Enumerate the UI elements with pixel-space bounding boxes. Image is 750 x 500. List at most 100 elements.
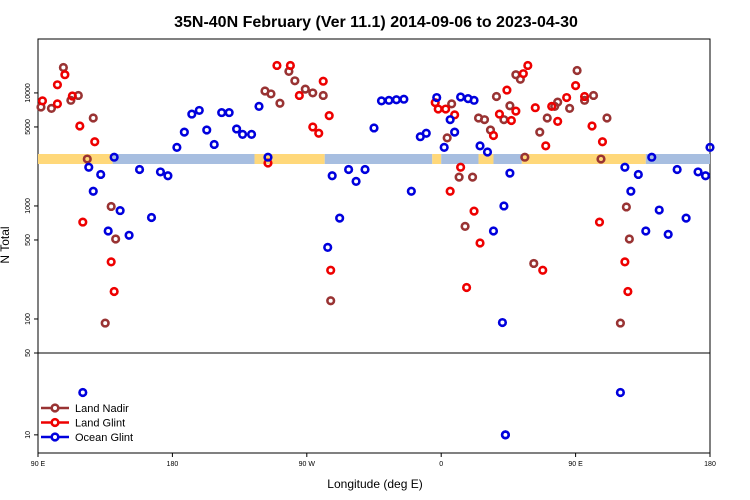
data-point <box>96 169 106 180</box>
data-point <box>290 76 300 86</box>
data-point <box>275 98 285 108</box>
data-point <box>663 229 673 240</box>
data-point <box>594 217 605 227</box>
data-point <box>300 84 310 94</box>
data-point <box>433 104 443 114</box>
data-point <box>217 107 227 118</box>
legend-marker <box>50 432 60 442</box>
x-axis: 90 E 180 90 W 0 90 E 180 <box>31 453 716 468</box>
data-point <box>202 125 212 135</box>
data-point <box>602 113 612 123</box>
data-point <box>60 70 70 80</box>
data-point <box>511 106 521 116</box>
data-point <box>693 167 703 177</box>
coverage-band-segment <box>432 154 442 164</box>
data-point <box>579 91 590 102</box>
coverage-band-segment <box>645 154 710 164</box>
y-tick-label: 1000 <box>25 198 32 214</box>
series-land-nadir <box>36 62 634 328</box>
data-point <box>624 234 634 244</box>
data-point <box>88 113 98 123</box>
data-point <box>209 139 219 150</box>
data-point <box>469 206 479 216</box>
data-point <box>314 128 324 138</box>
data-point <box>553 116 563 126</box>
x-tick-label: 180 <box>167 461 179 468</box>
data-point <box>318 90 328 101</box>
data-point <box>103 226 113 236</box>
legend: Land Nadir Land Glint Ocean Glint <box>41 403 133 444</box>
plot-frame <box>37 38 711 454</box>
data-point <box>399 94 409 104</box>
data-point <box>460 221 470 231</box>
x-tick-label: 0 <box>439 461 443 468</box>
series-ocean-glint <box>78 92 715 440</box>
legend-marker <box>50 417 60 428</box>
data-point <box>75 121 85 131</box>
data-point <box>450 127 460 137</box>
data-point <box>518 69 528 79</box>
data-point <box>705 142 715 152</box>
data-point <box>52 99 63 109</box>
chart-title: 35N-40N February (Ver 11.1) 2014-09-06 t… <box>174 14 578 31</box>
y-tick-label: 5000 <box>25 119 32 135</box>
data-point <box>506 115 516 126</box>
data-point <box>445 115 455 125</box>
y-tick-label: 10000 <box>25 83 32 103</box>
data-point <box>88 186 98 196</box>
data-point <box>565 103 575 113</box>
x-tick-label: 90 W <box>299 461 316 468</box>
data-point <box>58 62 68 73</box>
data-point <box>78 217 88 227</box>
data-point <box>620 257 630 267</box>
data-point <box>672 164 682 175</box>
data-point <box>596 154 606 164</box>
data-point <box>432 92 442 103</box>
x-axis-label: Longitude (deg E) <box>327 477 422 491</box>
data-point <box>475 141 485 151</box>
data-point <box>323 242 333 252</box>
data-point <box>620 162 630 172</box>
data-point <box>456 92 466 102</box>
data-point <box>502 85 512 95</box>
data-point <box>344 164 354 175</box>
data-point <box>391 95 402 105</box>
data-point <box>479 115 490 125</box>
data-point <box>254 101 264 111</box>
data-point <box>179 127 189 137</box>
data-point <box>491 91 502 102</box>
data-point <box>78 387 88 398</box>
data-point <box>266 89 276 99</box>
data-point <box>535 127 545 137</box>
data-point <box>111 234 121 244</box>
data-point <box>547 101 557 111</box>
data-point <box>146 212 157 223</box>
data-point <box>187 109 197 119</box>
data-point <box>461 282 472 293</box>
data-point <box>326 296 336 306</box>
data-point <box>641 226 651 236</box>
data-point <box>272 60 282 71</box>
coverage-band-segment <box>254 154 325 164</box>
data-point <box>335 213 345 223</box>
data-point <box>67 91 77 101</box>
data-point <box>134 164 145 175</box>
y-tick-label: 10 <box>25 431 32 439</box>
data-point <box>360 164 370 175</box>
data-point <box>469 95 479 105</box>
data-point <box>541 141 551 151</box>
data-point <box>497 317 508 328</box>
data-point <box>376 96 387 106</box>
data-point <box>84 162 94 172</box>
data-point <box>615 387 626 398</box>
coverage-band-segment <box>441 154 479 164</box>
data-point <box>553 97 563 107</box>
data-point <box>106 257 116 267</box>
data-point <box>505 101 515 111</box>
data-point <box>562 92 572 103</box>
legend-marker <box>50 403 60 413</box>
data-point <box>294 90 304 101</box>
data-point <box>109 152 119 162</box>
data-point <box>467 172 478 182</box>
legend-label: Land Glint <box>75 418 125 430</box>
